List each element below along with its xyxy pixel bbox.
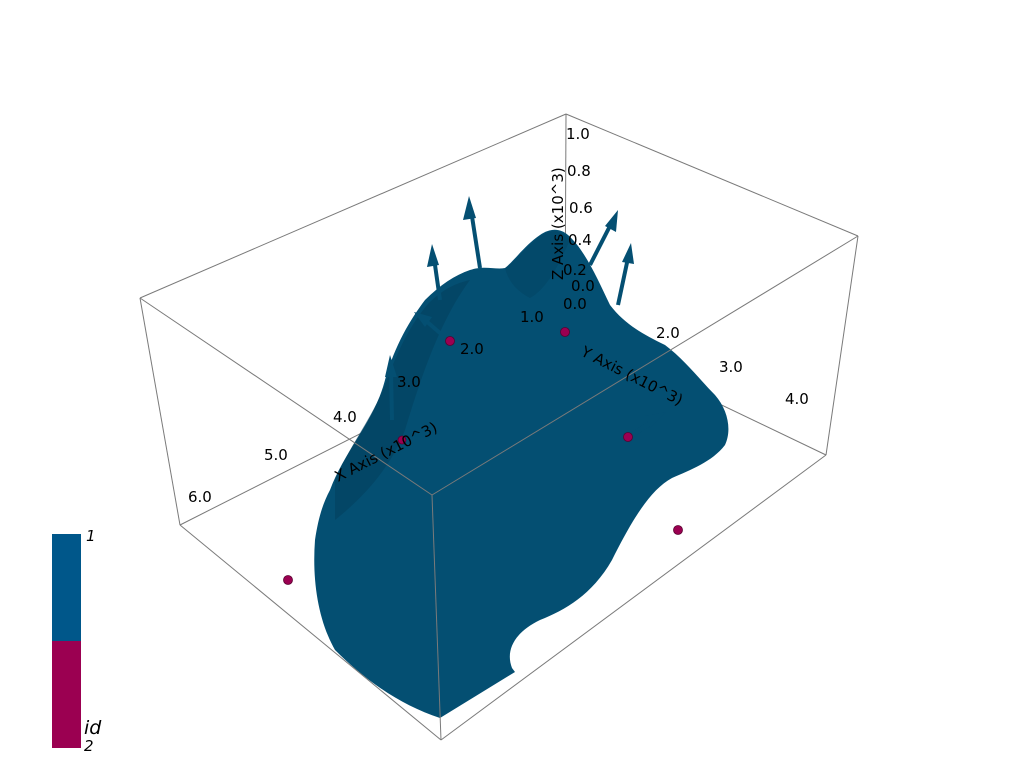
bounding-box-front <box>139 235 859 741</box>
bbox-edge <box>431 235 859 496</box>
z-axis-tick: 1.0 <box>566 125 590 143</box>
arrow <box>630 412 666 438</box>
x-axis-tick: 6.0 <box>188 488 212 506</box>
color-legend: 1 id 2 <box>52 527 102 755</box>
point-marker <box>623 432 633 442</box>
bbox-edge <box>179 524 442 741</box>
y-axis-tick: 2.0 <box>656 324 680 342</box>
legend-title: id <box>84 717 102 739</box>
surface-ridge <box>505 231 570 298</box>
z-axis: 0.0 0.2 0.4 0.6 0.8 1.0 Z Axis (x10^3) <box>549 125 595 295</box>
z-axis-tick: 0.4 <box>568 231 592 249</box>
arrow <box>414 312 450 342</box>
arrow <box>427 244 442 301</box>
bbox-edge <box>139 297 181 526</box>
legend-swatch-1 <box>52 534 81 641</box>
bbox-edge <box>139 113 567 299</box>
legend-swatch-2 <box>52 641 81 748</box>
z-axis-tick: 0.8 <box>567 162 591 180</box>
point-marker <box>673 525 683 535</box>
z-axis-title: Z Axis (x10^3) <box>549 167 567 280</box>
point-marker <box>397 435 407 445</box>
bbox-edge <box>565 113 859 237</box>
bbox-edge <box>139 297 433 496</box>
arrow <box>463 196 482 269</box>
orientation-arrows <box>385 196 666 438</box>
x-axis-tick: 4.0 <box>333 408 357 426</box>
surface-mesh <box>314 229 729 718</box>
point-marker <box>445 336 455 346</box>
arrow <box>616 243 634 306</box>
bbox-edge <box>825 235 859 456</box>
surface-shade <box>335 280 470 520</box>
bbox-edge <box>431 494 442 741</box>
x-axis-tick: 5.0 <box>264 446 288 464</box>
bbox-edge <box>440 454 827 741</box>
legend-max-label: 1 <box>86 527 96 545</box>
z-axis-tick: 0.0 <box>571 277 595 295</box>
y-axis-tick: 3.0 <box>719 358 743 376</box>
arrow <box>588 210 618 266</box>
point-marker <box>560 327 570 337</box>
y-axis-tick: 4.0 <box>785 390 809 408</box>
x-axis-tick: 3.0 <box>397 373 421 391</box>
arrow <box>385 355 397 421</box>
legend-min-label: 2 <box>84 737 94 755</box>
point-markers <box>283 327 683 585</box>
y-axis-tick: 1.0 <box>520 308 544 326</box>
z-axis-tick: 0.2 <box>563 261 587 279</box>
y-axis-tick: 0.0 <box>563 295 587 313</box>
x-axis-tick: 2.0 <box>460 340 484 358</box>
z-axis-tick: 0.6 <box>569 199 593 217</box>
point-marker <box>283 575 293 585</box>
